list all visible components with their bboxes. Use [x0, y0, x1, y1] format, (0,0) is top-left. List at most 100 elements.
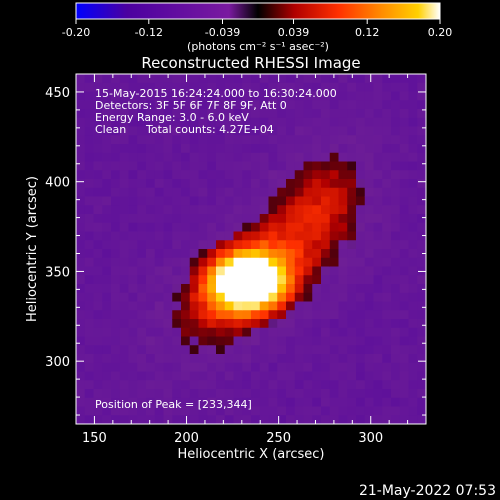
- x-axis-label: Heliocentric X (arcsec): [178, 447, 325, 462]
- heatmap-cell: [84, 109, 95, 119]
- heatmap-cell: [338, 406, 348, 416]
- heatmap-cell: [216, 196, 226, 206]
- heatmap-cell: [391, 362, 401, 373]
- heatmap-cell: [356, 354, 366, 364]
- heatmap-cell: [111, 117, 121, 128]
- heatmap-cell: [312, 126, 322, 136]
- heatmap-cell: [312, 415, 322, 424]
- heatmap-cell: [294, 82, 305, 93]
- heatmap-cell: [329, 74, 340, 84]
- heatmap-cell: [408, 354, 418, 364]
- heatmap-cell: [207, 371, 217, 381]
- heatmap-cell: [347, 100, 357, 110]
- heatmap-cell: [172, 205, 182, 215]
- heatmap-cell: [373, 135, 383, 145]
- heatmap-cell: [137, 109, 147, 119]
- heatmap-cell: [399, 170, 410, 180]
- heatmap-cell: [146, 144, 156, 154]
- heatmap-cell: [76, 152, 86, 163]
- colorbar-tick-label: 0.039: [278, 26, 310, 39]
- heatmap-cell: [128, 82, 138, 93]
- heatmap-cell: [259, 205, 270, 215]
- heatmap-cell: [137, 214, 147, 224]
- heatmap-cell: [128, 109, 138, 119]
- heatmap-cell: [364, 292, 375, 303]
- heatmap-cell: [181, 91, 191, 101]
- heatmap-cell: [154, 74, 165, 84]
- heatmap-cell: [84, 249, 95, 259]
- heatmap-cell: [102, 345, 112, 355]
- heatmap-cell: [128, 257, 138, 268]
- heatmap-cell: [216, 214, 226, 224]
- heatmap-cell: [277, 231, 287, 241]
- heatmap-cell: [154, 205, 165, 215]
- heatmap-cell: [242, 345, 252, 355]
- heatmap-cell: [417, 161, 426, 171]
- heatmap-cell: [111, 231, 121, 241]
- heatmap-cell: [111, 389, 121, 399]
- heatmap-cell: [154, 327, 165, 338]
- heatmap-cell: [321, 109, 331, 119]
- heatmap-cell: [224, 231, 235, 241]
- heatmap-cell: [347, 380, 357, 390]
- heatmap-cell: [146, 371, 156, 381]
- heatmap-cell: [172, 380, 182, 390]
- heatmap-cell: [198, 187, 208, 198]
- heatmap-cell: [198, 389, 208, 399]
- heatmap-cell: [172, 292, 182, 303]
- heatmap-cell: [329, 144, 340, 154]
- heatmap-cell: [391, 205, 401, 215]
- heatmap-cell: [181, 336, 191, 346]
- heatmap-cell: [391, 117, 401, 128]
- heatmap-cell: [364, 117, 375, 128]
- heatmap-cell: [382, 249, 392, 259]
- heatmap-cell: [391, 389, 401, 399]
- heatmap-cell: [102, 126, 112, 136]
- heatmap-cell: [373, 257, 383, 268]
- heatmap-cell: [294, 415, 305, 424]
- heatmap-cell: [259, 187, 270, 198]
- heatmap-cell: [321, 144, 331, 154]
- heatmap-cell: [268, 345, 278, 355]
- heatmap-cell: [207, 100, 217, 110]
- heatmap-cell: [338, 205, 348, 215]
- heatmap-cell: [312, 196, 322, 206]
- heatmap-cell: [268, 257, 278, 268]
- heatmap-cell: [172, 275, 182, 285]
- heatmap-cell: [207, 231, 217, 241]
- heatmap-cell: [128, 187, 138, 198]
- heatmap-cell: [198, 214, 208, 224]
- heatmap-cell: [111, 161, 121, 171]
- heatmap-cell: [119, 275, 130, 285]
- heatmap-cell: [137, 161, 147, 171]
- heatmap-cell: [329, 266, 340, 276]
- heatmap-cell: [417, 100, 426, 110]
- heatmap-cell: [312, 345, 322, 355]
- heatmap-cell: [417, 406, 426, 416]
- heatmap-cell: [137, 152, 147, 163]
- heatmap-cell: [382, 187, 392, 198]
- heatmap-cell: [417, 152, 426, 163]
- heatmap-cell: [391, 249, 401, 259]
- heatmap-cell: [329, 371, 340, 381]
- heatmap-cell: [198, 126, 208, 136]
- heatmap-cell: [242, 354, 252, 364]
- heatmap-cell: [137, 371, 147, 381]
- heatmap-cell: [233, 327, 243, 338]
- heatmap-cell: [303, 371, 313, 381]
- heatmap-cell: [154, 354, 165, 364]
- heatmap-cell: [251, 187, 261, 198]
- heatmap-cell: [84, 284, 95, 294]
- heatmap-cell: [163, 292, 173, 303]
- heatmap-cell: [154, 135, 165, 145]
- heatmap-cell: [172, 126, 182, 136]
- heatmap-cell: [137, 257, 147, 268]
- heatmap-cell: [277, 371, 287, 381]
- heatmap-cell: [154, 406, 165, 416]
- heatmap-cell: [408, 117, 418, 128]
- heatmap-cell: [408, 371, 418, 381]
- heatmap-cell: [128, 380, 138, 390]
- heatmap-cell: [154, 240, 165, 250]
- heatmap-cell: [251, 231, 261, 241]
- heatmap-cell: [128, 249, 138, 259]
